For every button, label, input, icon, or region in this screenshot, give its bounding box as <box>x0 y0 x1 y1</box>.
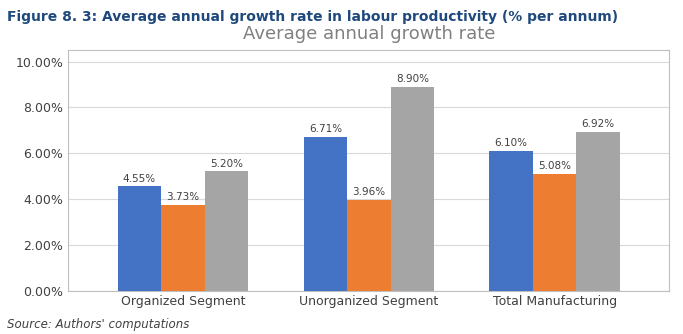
Text: Figure 8. 3: Average annual growth rate in labour productivity (% per annum): Figure 8. 3: Average annual growth rate … <box>7 10 618 24</box>
Text: 5.20%: 5.20% <box>210 159 243 169</box>
Bar <box>117 186 161 291</box>
Bar <box>347 200 391 291</box>
Text: 3.73%: 3.73% <box>167 192 199 202</box>
Text: Source: Authors' computations: Source: Authors' computations <box>7 318 189 331</box>
Bar <box>533 174 576 291</box>
Bar <box>391 87 434 291</box>
Text: 5.08%: 5.08% <box>538 161 571 171</box>
Text: 6.10%: 6.10% <box>494 138 528 148</box>
Bar <box>205 171 248 291</box>
Text: 8.90%: 8.90% <box>396 74 429 84</box>
Bar <box>161 205 205 291</box>
Bar <box>490 151 533 291</box>
Bar <box>303 137 347 291</box>
Text: 6.92%: 6.92% <box>582 119 615 129</box>
Text: 3.96%: 3.96% <box>352 187 385 197</box>
Title: Average annual growth rate: Average annual growth rate <box>242 25 495 43</box>
Text: 6.71%: 6.71% <box>309 124 342 134</box>
Bar <box>576 132 620 291</box>
Text: 4.55%: 4.55% <box>123 174 156 184</box>
